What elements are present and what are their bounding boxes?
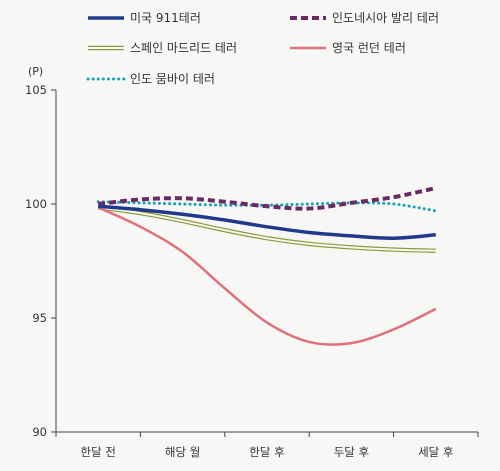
legend-label: 영국 런던 테러 xyxy=(332,41,406,55)
series-line-2 xyxy=(98,205,436,250)
y-tick-label: 90 xyxy=(32,425,47,439)
series-line-0 xyxy=(98,204,436,240)
legend-label: 인도네시아 발리 테러 xyxy=(332,11,439,25)
legend-item: 스페인 마드리드 테러 xyxy=(88,41,237,55)
x-tick-label: 한달 전 xyxy=(80,445,115,459)
legend-item: 영국 런던 테러 xyxy=(290,41,406,55)
legend-item: 인도네시아 발리 테러 xyxy=(290,11,439,25)
x-tick-label: 두달 후 xyxy=(334,445,369,459)
y-tick-label: 100 xyxy=(25,197,47,211)
legend-label: 인도 뭄바이 테러 xyxy=(130,72,215,86)
y-axis-unit-label: (P) xyxy=(28,65,43,78)
series-line-2-b xyxy=(98,208,436,253)
series-line-1 xyxy=(97,186,437,211)
y-tick-label: 105 xyxy=(25,83,47,97)
x-tick-label: 세달 후 xyxy=(418,445,453,459)
legend-item: 인도 뭄바이 테러 xyxy=(86,72,215,86)
series-line-3 xyxy=(97,206,437,346)
legend-label: 스페인 마드리드 테러 xyxy=(130,41,237,55)
series-layer xyxy=(96,186,438,346)
x-tick-label: 해당 월 xyxy=(165,445,200,459)
axes: 90 95 100 105 한달 전 해당 월 한달 후 두달 후 세달 후 xyxy=(25,83,479,459)
y-tick-label: 95 xyxy=(32,311,47,325)
legend-label: 미국 911테러 xyxy=(130,11,201,25)
x-tick-label: 한달 후 xyxy=(249,445,284,459)
legend-item: 미국 911테러 xyxy=(88,11,201,25)
